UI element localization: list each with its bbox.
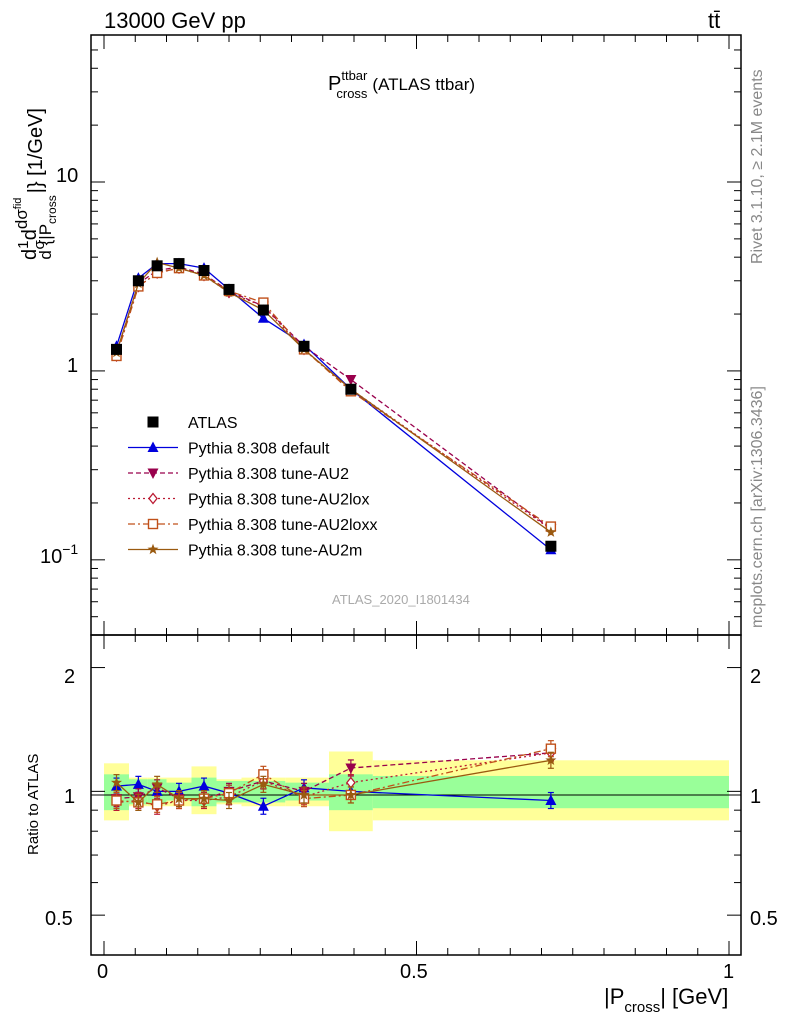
series-line-default: [115, 262, 552, 551]
tick-base: 10: [40, 546, 62, 568]
header-process-label: tt̄: [708, 8, 720, 33]
legend-marker-AU2lox: [148, 492, 158, 505]
point-ATLAS: [257, 304, 269, 316]
ratio-point-AU2m: [132, 796, 144, 808]
main-axis-ticks: [91, 34, 741, 636]
ratio-line-AU2m: [116, 759, 552, 804]
ratio-point-default: [198, 780, 210, 791]
point-AU2: [345, 375, 357, 386]
ylabel-dsigma: dσ: [12, 209, 31, 229]
main-series-layer: [110, 256, 557, 555]
ylabel-fid: fid: [12, 198, 24, 210]
ratio-y-tick-1: 1: [64, 786, 75, 808]
ylabel-d2: d: [19, 229, 41, 240]
rivet-version-label: Rivet 3.1.10, ≥ 2.1M events: [749, 69, 766, 264]
point-ATLAS: [151, 260, 163, 272]
tick-exp: −1: [62, 541, 78, 557]
ylabel-d: d: [19, 249, 41, 260]
ratio-point-AU2m: [257, 778, 269, 790]
ratio-line-AU2loxx: [116, 748, 552, 805]
ratio-point-AU2m: [151, 778, 163, 790]
ratio-y-tick-1-right: 1: [750, 786, 761, 808]
ratio-point-default: [132, 778, 144, 789]
legend-marker-AU2m: [147, 543, 159, 555]
legend-label-AU2: Pythia 8.308 tune-AU2: [188, 466, 349, 483]
point-ATLAS: [223, 283, 235, 295]
point-ATLAS: [173, 258, 185, 270]
x-tick-0: 0: [97, 961, 108, 983]
plot-title-rest: (ATLAS ttbar): [372, 75, 475, 94]
ratio-point-AU2m: [173, 792, 185, 804]
svg-text:d1σddσfidd {|Pcross|} [1/GeV]: d1σddσfidd {|Pcross|} [1/GeV]: [12, 108, 59, 260]
ylabel-sigma: σ: [31, 240, 48, 250]
xlabel-main: |P: [604, 984, 624, 1009]
point-ATLAS: [198, 265, 210, 277]
ratio-point-AU2m: [298, 789, 310, 800]
point-ATLAS: [298, 340, 310, 352]
legend-marker-default: [147, 441, 159, 452]
ylabel-units: |} [1/GeV]: [25, 108, 47, 193]
ratio-line-AU2: [116, 752, 551, 800]
point-default: [257, 312, 269, 323]
main-y-tick-0.1: 10−1: [40, 541, 78, 568]
plot-title-sub: cross: [336, 86, 368, 101]
xlabel-rest: | [GeV]: [660, 984, 728, 1009]
point-ATLAS: [345, 383, 357, 395]
plot-title-sup: ttbar: [341, 68, 368, 83]
ylabel-one: 1: [15, 241, 32, 249]
ylabel-cross: cross: [45, 195, 59, 224]
legend: ATLAS Pythia 8.308 default Pythia 8.308 tu…: [128, 415, 377, 560]
legend-label-AU2m: Pythia 8.308 tune-AU2m: [188, 543, 362, 560]
ratio-y-tick-0.5: 0.5: [45, 908, 73, 930]
xlabel-sub: cross: [624, 999, 660, 1016]
ratio-y-tick-2: 2: [64, 666, 75, 688]
ratio-point-default: [257, 800, 269, 811]
ylabel-denominator: d {|P: [36, 224, 55, 260]
plot-title-main: P: [328, 73, 341, 95]
point-ATLAS: [545, 540, 557, 552]
ratio-point-AU2loxx: [151, 799, 163, 810]
main-y-tick-10: 10: [56, 165, 78, 187]
series-line-AU2: [115, 266, 552, 530]
series-line-AU2loxx: [115, 267, 552, 528]
ratio-y-axis-label: Ratio to ATLAS: [25, 754, 42, 855]
x-tick-1: 1: [723, 961, 734, 983]
ratio-point-AU2m: [198, 792, 210, 804]
ratio-point-default: [545, 794, 557, 806]
ratio-point-AU2loxx: [111, 795, 122, 806]
mcplots-label: mcplots.cern.ch [arXiv:1306.3436]: [749, 386, 766, 628]
header-energy-label: 13000 GeV pp: [104, 8, 246, 33]
series-line-AU2lox: [115, 267, 552, 530]
ratio-axis-ticks: [91, 635, 741, 955]
main-y-axis-label: d1σddσfidd {|Pcross|} [1/GeV]: [12, 108, 59, 260]
legend-label-AU2lox: Pythia 8.308 tune-AU2lox: [188, 492, 369, 509]
ratio-point-AU2: [345, 763, 357, 774]
legend-marker-ATLAS: [147, 416, 159, 428]
ratio-y-tick-2-right: 2: [750, 666, 761, 688]
legend-marker-AU2: [147, 468, 159, 479]
main-y-tick-1: 1: [67, 355, 78, 377]
legend-label-default: Pythia 8.308 default: [188, 441, 330, 458]
x-axis-label: |Pcross| [GeV]: [604, 984, 728, 1016]
ratio-point-AU2m: [545, 754, 557, 765]
ratio-point-AU2m: [223, 794, 235, 806]
analysis-watermark: ATLAS_2020_I1801434: [332, 592, 470, 607]
point-ATLAS: [132, 275, 144, 287]
x-tick-0.5: 0.5: [400, 961, 428, 983]
series-line-AU2m: [115, 261, 552, 533]
legend-label-ATLAS: ATLAS: [188, 415, 238, 432]
ratio-point-AU2m: [110, 776, 123, 788]
point-AU2m: [545, 526, 557, 537]
legend-label-AU2loxx: Pythia 8.308 tune-AU2loxx: [188, 517, 377, 534]
legend-marker-AU2loxx: [147, 518, 159, 530]
ratio-point-AU2m: [345, 789, 357, 800]
plot-title: Pttbar cross (ATLAS ttbar): [328, 68, 475, 101]
ratio-series-layer: [110, 740, 557, 815]
point-ATLAS: [111, 343, 122, 355]
ratio-y-tick-0.5-right: 0.5: [750, 908, 778, 930]
